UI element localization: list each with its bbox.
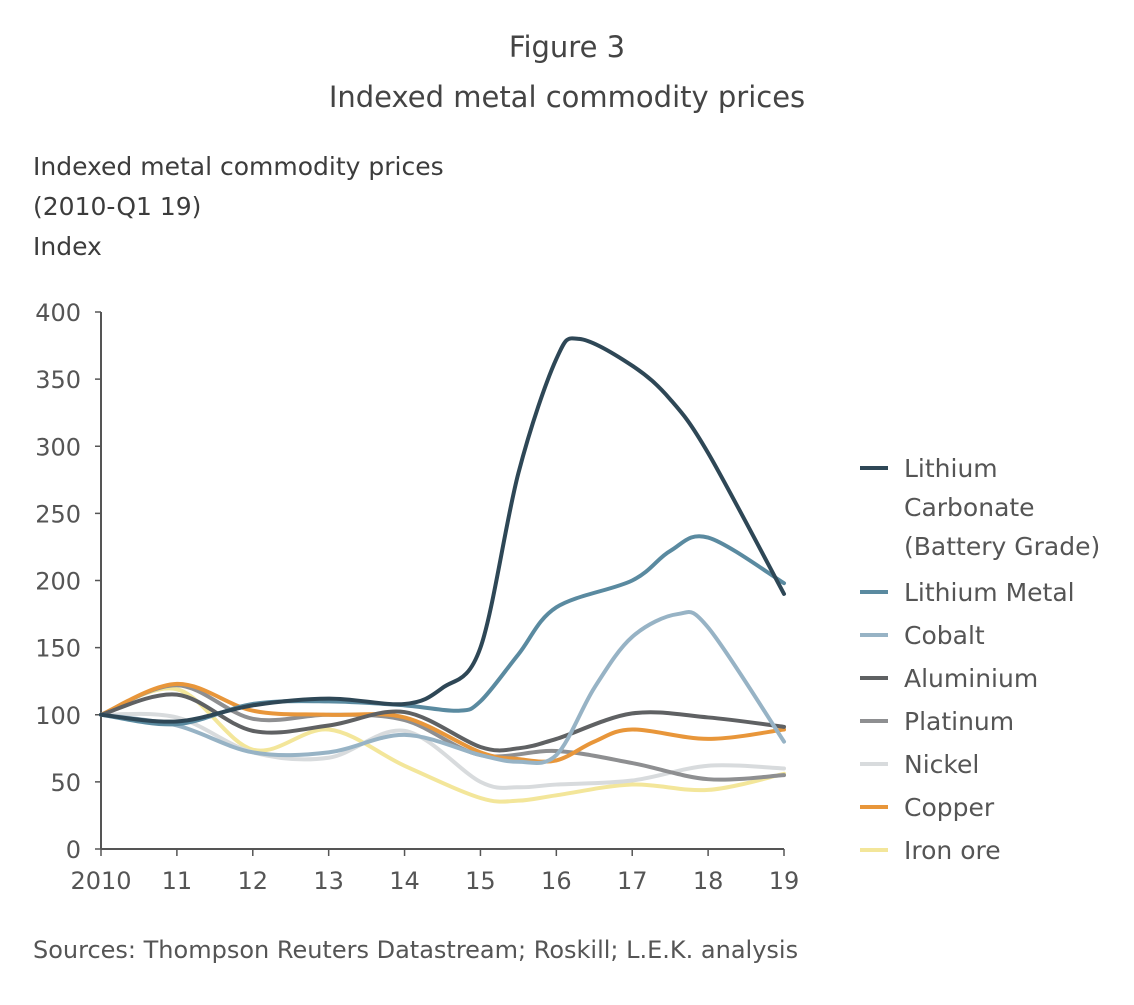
- legend-label: Lithium: [904, 454, 998, 483]
- chart-title: Indexed metal commodity prices: [33, 152, 444, 181]
- y-tick-label: 350: [35, 366, 81, 394]
- series-line-cobalt: [99, 610, 786, 765]
- y-tick-label: 50: [50, 769, 81, 797]
- legend-item: Lithium Carbonate (Battery Grade): [860, 454, 1100, 561]
- legend-item: Cobalt: [860, 621, 985, 650]
- y-tick-label: 250: [35, 500, 81, 528]
- legend-label: Iron ore: [904, 836, 1001, 865]
- legend-label: Platinum: [904, 707, 1014, 736]
- x-tick-label: 18: [693, 867, 724, 895]
- legend-label: Lithium Metal: [904, 578, 1075, 607]
- legend-label: (Battery Grade): [904, 532, 1100, 561]
- legend-item: Lithium Metal: [860, 578, 1075, 607]
- y-tick-label: 0: [66, 836, 81, 864]
- y-tick-label: 100: [35, 702, 81, 730]
- legend-item: Nickel: [860, 750, 979, 779]
- legend-label: Aluminium: [904, 664, 1038, 693]
- legend-label: Cobalt: [904, 621, 985, 650]
- x-tick-label: 19: [769, 867, 800, 895]
- legend-item: Copper: [860, 793, 995, 822]
- x-tick-label: 13: [313, 867, 344, 895]
- y-axis-label: Index: [33, 232, 102, 261]
- legend-item: Iron ore: [860, 836, 1001, 865]
- y-tick-label: 400: [35, 299, 81, 327]
- legend-item: Platinum: [860, 707, 1014, 736]
- figure-label: Figure 3: [508, 30, 626, 64]
- x-tick-label: 12: [238, 867, 269, 895]
- series-line-nickel: [99, 711, 786, 790]
- x-tick-label: 17: [617, 867, 648, 895]
- source-note: Sources: Thompson Reuters Datastream; Ro…: [33, 936, 799, 964]
- series-line-lithium-carbonate-battery-grade-: [99, 336, 786, 724]
- y-tick-label: 300: [35, 433, 81, 461]
- y-tick-label: 150: [35, 635, 81, 663]
- x-tick-label: 11: [162, 867, 193, 895]
- chart-subtitle: (2010-Q1 19): [33, 192, 202, 221]
- series-line-platinum: [99, 683, 786, 782]
- series-line-lithium-metal: [99, 534, 786, 727]
- legend-label: Carbonate: [904, 493, 1035, 522]
- legend-label: Nickel: [904, 750, 979, 779]
- series-line-iron-ore: [99, 686, 786, 804]
- x-tick-label: 16: [541, 867, 572, 895]
- figure-title: Indexed metal commodity prices: [328, 80, 806, 114]
- x-tick-label: 15: [465, 867, 496, 895]
- legend-item: Aluminium: [860, 664, 1038, 693]
- x-tick-label: 14: [389, 867, 420, 895]
- legend-label: Copper: [904, 793, 995, 822]
- y-tick-label: 200: [35, 568, 81, 596]
- x-tick-label: 2010: [70, 867, 131, 895]
